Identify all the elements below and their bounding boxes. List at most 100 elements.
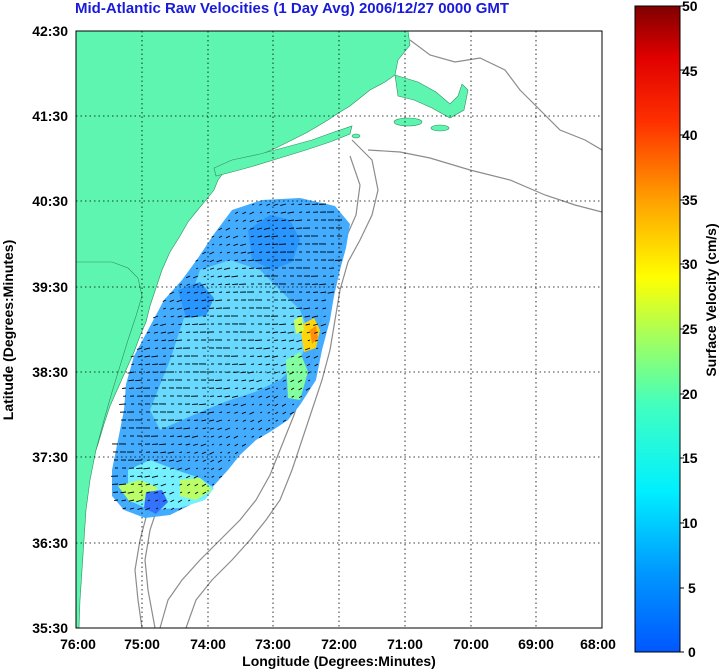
current-vector: [138, 483, 143, 486]
current-vector: [200, 411, 207, 414]
current-vector: [177, 467, 183, 471]
current-vector: [121, 499, 127, 502]
current-vector: [226, 435, 231, 439]
current-vector: [273, 331, 279, 333]
current-vector: [266, 403, 271, 406]
current-vector: [251, 203, 255, 206]
colorbar-tick-label: 30: [682, 256, 698, 272]
current-vector: [143, 467, 151, 470]
current-vector: [292, 403, 295, 406]
colorbar-tick-label: 15: [682, 450, 698, 466]
current-vector: [295, 299, 303, 301]
current-vector: [249, 267, 255, 269]
land-nantucket: [430, 124, 450, 132]
current-vector: [297, 347, 303, 351]
current-vector: [298, 395, 303, 398]
colorbar-tick-label: 50: [682, 0, 698, 14]
current-vector: [291, 363, 295, 366]
current-vector: [199, 403, 207, 406]
x-axis-label: Longitude (Degrees:Minutes): [242, 653, 436, 669]
current-vector: [137, 507, 143, 511]
current-vector: [282, 379, 287, 382]
colorbar-tick-label: 10: [682, 515, 698, 531]
current-vector: [219, 251, 223, 254]
current-vector: [265, 363, 271, 366]
current-vector: [231, 395, 239, 398]
current-vector: [195, 427, 199, 429]
current-vector: [321, 331, 327, 335]
current-vector: [241, 443, 247, 447]
current-vector: [201, 483, 207, 487]
current-vector: [271, 355, 279, 358]
current-vector: [259, 403, 263, 406]
land-cape-cod: [394, 74, 469, 119]
current-vector: [234, 379, 239, 381]
current-vector: [216, 419, 223, 423]
current-vector: [218, 235, 223, 238]
current-vector: [233, 243, 239, 247]
current-vector: [227, 419, 231, 422]
current-vector: [177, 315, 183, 318]
current-vector: [263, 227, 271, 230]
current-vector: [297, 315, 303, 318]
current-vector: [313, 355, 319, 359]
current-vector: [129, 387, 135, 389]
current-vector: [219, 411, 223, 414]
current-vector: [263, 347, 271, 350]
current-vector: [151, 355, 159, 358]
current-vector: [147, 499, 151, 502]
current-vector: [233, 435, 239, 439]
current-vector: [258, 363, 263, 366]
current-vector: [250, 419, 255, 423]
current-vector: [248, 379, 255, 382]
current-vector: [137, 355, 143, 358]
colorbar-tick-label: 35: [682, 192, 698, 208]
current-vector: [242, 387, 247, 390]
current-vector: [280, 211, 287, 214]
current-vector: [243, 235, 247, 238]
colorbar-tick-label: 0: [688, 644, 696, 660]
current-vector: [256, 219, 263, 223]
current-vector: [153, 451, 159, 453]
current-vector: [211, 475, 215, 478]
current-vector: [255, 339, 263, 341]
current-vector: [215, 299, 223, 302]
current-vector: [170, 475, 175, 478]
current-vector: [170, 507, 175, 510]
current-vector: [193, 291, 199, 294]
current-vector: [137, 475, 143, 478]
colorbar-gradient: [635, 6, 680, 652]
current-vector: [235, 219, 239, 222]
current-vector: [154, 339, 159, 342]
current-vector: [287, 331, 295, 334]
current-vector: [155, 507, 159, 510]
current-vector: [131, 363, 135, 366]
current-vector: [209, 307, 215, 309]
current-vector: [143, 347, 151, 350]
colorbar-tick-label: 20: [682, 386, 698, 402]
current-vector: [209, 251, 215, 255]
current-vector: [232, 235, 239, 239]
current-vector: [228, 459, 231, 462]
current-vector: [234, 211, 239, 214]
current-vector: [155, 467, 159, 469]
current-vector: [218, 467, 223, 471]
current-vector: [170, 307, 175, 310]
current-vector: [194, 299, 199, 302]
current-vector: [178, 323, 183, 326]
current-vector: [234, 443, 239, 447]
current-vector: [194, 451, 199, 454]
current-vector: [250, 395, 255, 398]
current-vector: [191, 435, 199, 438]
current-vector: [135, 459, 143, 461]
land-mainland: [76, 31, 411, 601]
current-vector: [184, 315, 191, 318]
current-vector: [308, 379, 311, 382]
current-vector: [145, 363, 151, 366]
current-vector: [235, 227, 239, 230]
current-vector: [235, 419, 239, 422]
y-tick-label: 41:30: [32, 108, 68, 124]
current-vector: [335, 259, 343, 261]
current-vector: [312, 203, 319, 206]
current-vector: [176, 427, 183, 430]
